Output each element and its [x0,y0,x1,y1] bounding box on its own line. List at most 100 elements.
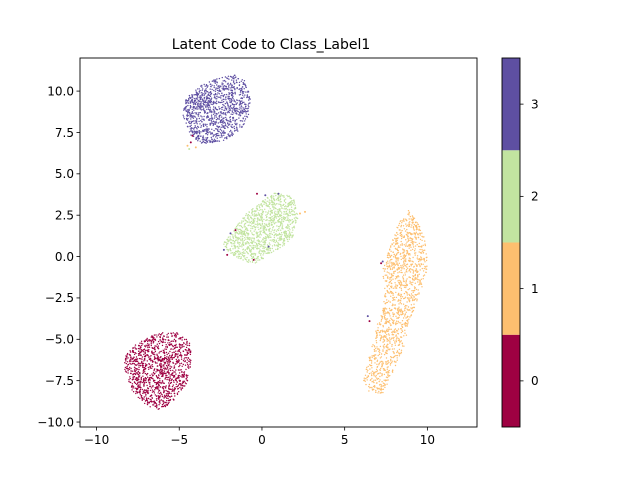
scatter-point [404,332,406,334]
scatter-point [180,385,182,387]
scatter-point [215,87,217,89]
scatter-point [291,218,293,221]
scatter-point [402,264,404,266]
scatter-point [190,128,193,130]
scatter-point [223,79,226,82]
scatter-point [242,111,244,113]
scatter-point [142,372,144,374]
scatter-point [393,272,395,275]
scatter-point [281,245,284,247]
scatter-point [409,244,412,246]
scatter-point [216,102,218,105]
scatter-point [195,89,197,91]
scatter-point [418,263,420,265]
scatter-point [176,385,179,388]
scatter-point [393,267,395,269]
scatter-point [189,366,191,368]
scatter-point [240,239,242,242]
scatter-point [201,100,204,102]
scatter-point [168,385,170,387]
scatter-point [167,394,169,396]
scatter-point [382,307,384,310]
scatter-point [400,296,402,298]
scatter-point [149,358,151,361]
scatter-point [380,367,382,370]
scatter-point [380,337,383,339]
scatter-point [169,388,172,390]
scatter-point [393,331,396,334]
scatter-point [225,93,228,96]
scatter-point [241,227,244,229]
scatter-point [229,92,231,95]
scatter-point [231,132,233,134]
scatter-point [169,367,171,370]
scatter-point [385,336,387,338]
scatter-point [417,281,419,283]
scatter-point [167,397,169,400]
scatter-point [236,122,238,125]
scatter-point [395,315,397,317]
scatter-point [204,100,207,102]
scatter-point [386,330,388,333]
scatter-point [403,297,405,300]
scatter-point [233,104,236,106]
scatter-point [215,100,218,102]
scatter-point [247,261,249,263]
scatter-point [280,229,282,231]
scatter-point [194,120,196,122]
cluster-label-2 [223,192,299,264]
scatter-point [229,105,232,108]
scatter-point [201,84,203,87]
scatter-point [175,358,177,361]
scatter-point [197,115,200,117]
scatter-point [212,134,215,136]
scatter-point [373,381,375,384]
scatter-point [134,360,136,363]
cluster-label-3 [182,74,251,144]
scatter-point [229,240,231,242]
scatter-point [221,136,223,138]
scatter-point [194,94,196,96]
scatter-point [394,328,397,330]
scatter-point [199,131,201,133]
scatter-point [419,252,422,254]
scatter-point [225,109,228,111]
scatter-point [391,263,393,265]
scatter-point [384,308,386,310]
scatter-point [246,94,249,96]
scatter-point [218,87,220,90]
scatter-point [157,383,160,386]
scatter-point [179,369,181,371]
scatter-point [280,193,282,195]
scatter-point [392,312,394,314]
scatter-point [162,388,165,390]
scatter-point [209,117,211,120]
scatter-point [216,84,218,86]
scatter-point [174,355,177,357]
scatter-point [246,232,249,235]
scatter-point [421,239,423,242]
scatter-point [371,367,373,369]
scatter-point [280,204,282,206]
scatter-point [268,223,271,225]
scatter-point [416,227,418,230]
scatter-point [200,105,203,107]
scatter-point [263,252,265,254]
scatter-point [133,366,136,368]
scatter-point [373,375,375,377]
scatter-point [183,108,185,111]
scatter-point [149,389,152,392]
scatter-point [249,261,251,263]
scatter-point [388,340,390,342]
scatter-point [251,252,253,255]
scatter-point [178,365,180,368]
scatter-point [386,268,389,270]
scatter-point [137,381,139,384]
scatter-point [158,404,160,406]
scatter-point [233,230,235,232]
scatter-point [400,336,402,338]
scatter-point [141,358,143,360]
scatter-point [224,245,226,248]
scatter-point [246,242,248,245]
